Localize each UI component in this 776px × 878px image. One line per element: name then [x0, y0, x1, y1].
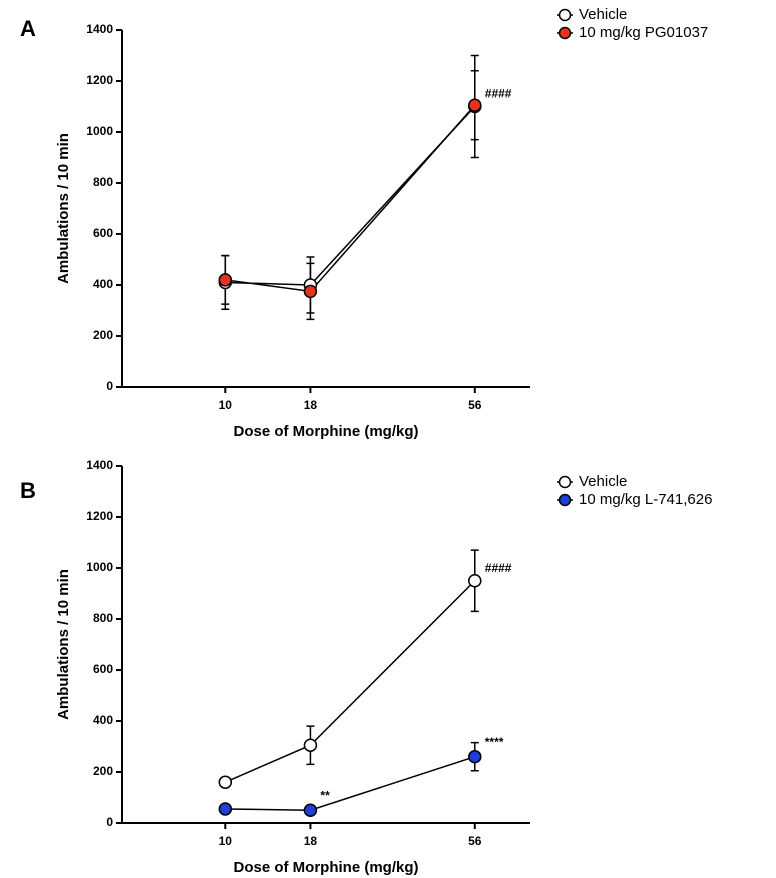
y-tick-label: 600 — [93, 226, 113, 240]
series-line — [225, 755, 476, 812]
data-point — [218, 273, 233, 287]
series-line — [225, 105, 476, 286]
panel-label: A — [20, 16, 36, 41]
y-tick-label: 800 — [93, 175, 113, 189]
x-axis-title: Dose of Morphine (mg/kg) — [234, 859, 419, 876]
y-tick-label: 400 — [93, 713, 113, 727]
data-point — [218, 775, 233, 789]
y-tick-label: 1000 — [86, 560, 113, 574]
y-axis-title: Ambulations / 10 min — [55, 569, 72, 720]
significance-label: #### — [485, 561, 512, 575]
panel-label: B — [20, 478, 36, 503]
x-tick-label: 18 — [304, 398, 318, 412]
significance-label: ** — [320, 788, 330, 802]
y-tick-label: 1400 — [86, 22, 113, 36]
significance-label: #### — [485, 87, 512, 101]
legend-marker — [558, 8, 572, 22]
legend-label: 10 mg/kg L-741,626 — [579, 491, 712, 508]
y-tick-label: 200 — [93, 328, 113, 342]
series-line — [225, 580, 476, 783]
y-tick-label: 200 — [93, 764, 113, 778]
data-point — [468, 574, 482, 588]
x-tick-label: 56 — [468, 834, 482, 848]
y-tick-label: 800 — [93, 611, 113, 625]
x-tick-label: 18 — [304, 834, 318, 848]
legend-marker — [558, 26, 572, 40]
legend-label: Vehicle — [579, 6, 627, 23]
y-tick-label: 0 — [106, 379, 113, 393]
y-tick-label: 400 — [93, 277, 113, 291]
x-tick-label: 10 — [219, 834, 233, 848]
data-point — [468, 749, 482, 764]
data-point — [218, 802, 233, 816]
data-point — [303, 284, 318, 299]
x-tick-label: 10 — [219, 398, 233, 412]
legend-label: Vehicle — [579, 473, 627, 490]
y-tick-label: 1000 — [86, 124, 113, 138]
legend-marker — [558, 493, 572, 507]
y-tick-label: 1400 — [86, 458, 113, 472]
y-tick-label: 1200 — [86, 509, 113, 523]
y-axis-title: Ambulations / 10 min — [55, 133, 72, 284]
series-line — [225, 104, 476, 293]
data-point — [468, 98, 482, 112]
data-point — [303, 803, 318, 817]
legend-label: 10 mg/kg PG01037 — [579, 24, 708, 41]
legend-marker — [558, 475, 572, 489]
y-tick-label: 600 — [93, 662, 113, 676]
significance-label: **** — [485, 735, 504, 749]
y-tick-label: 1200 — [86, 73, 113, 87]
data-point — [303, 738, 318, 752]
x-tick-label: 56 — [468, 398, 482, 412]
y-tick-label: 0 — [106, 815, 113, 829]
x-axis-title: Dose of Morphine (mg/kg) — [234, 423, 419, 440]
